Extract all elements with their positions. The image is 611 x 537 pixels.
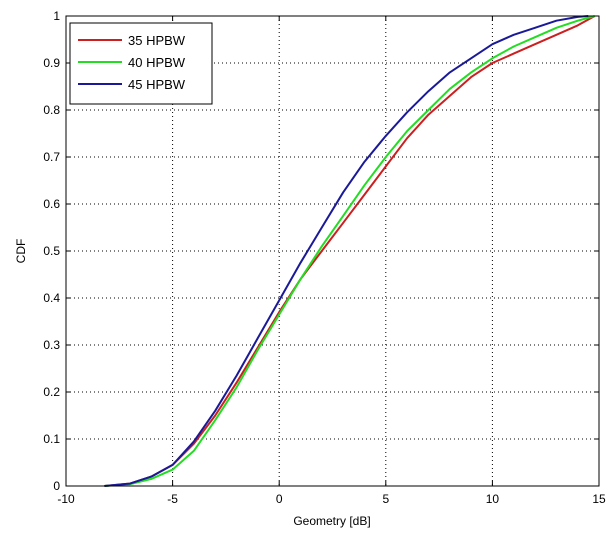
legend-label-3: 45 HPBW bbox=[128, 77, 186, 92]
x-axis-label: Geometry [dB] bbox=[293, 514, 370, 528]
y-tick-label: 0.9 bbox=[43, 56, 60, 70]
y-tick-label: 1 bbox=[53, 9, 60, 23]
x-tick-label: -10 bbox=[57, 492, 75, 506]
series-line-2 bbox=[104, 15, 595, 487]
x-tick-label: 10 bbox=[486, 492, 500, 506]
x-tick-label: 0 bbox=[276, 492, 283, 506]
legend: 35 HPBW 40 HPBW 45 HPBW bbox=[69, 22, 213, 105]
x-tick-label: 15 bbox=[592, 492, 606, 506]
y-axis-ticks: 0 0.1 0.2 0.3 0.4 0.5 0.6 0.7 0.8 0.9 1 bbox=[43, 9, 599, 493]
x-tick-label: -5 bbox=[167, 492, 178, 506]
y-tick-label: 0.6 bbox=[43, 197, 60, 211]
y-tick-label: 0.1 bbox=[43, 432, 60, 446]
y-tick-label: 0.5 bbox=[43, 244, 60, 258]
y-tick-label: 0.8 bbox=[43, 103, 60, 117]
y-tick-label: 0.7 bbox=[43, 150, 60, 164]
x-axis-ticks: -10 -5 0 5 10 15 bbox=[57, 16, 606, 506]
series-line-1 bbox=[104, 15, 596, 487]
x-tick-label: 5 bbox=[382, 492, 389, 506]
legend-label-2: 40 HPBW bbox=[128, 55, 186, 70]
legend-label-1: 35 HPBW bbox=[128, 33, 186, 48]
y-tick-label: 0 bbox=[53, 479, 60, 493]
y-tick-label: 0.4 bbox=[43, 291, 60, 305]
y-axis-label: CDF bbox=[14, 239, 28, 264]
y-tick-label: 0.2 bbox=[43, 385, 60, 399]
series-lines bbox=[104, 15, 596, 487]
y-tick-label: 0.3 bbox=[43, 338, 60, 352]
series-line-3 bbox=[104, 15, 589, 487]
legend-box bbox=[69, 22, 213, 105]
